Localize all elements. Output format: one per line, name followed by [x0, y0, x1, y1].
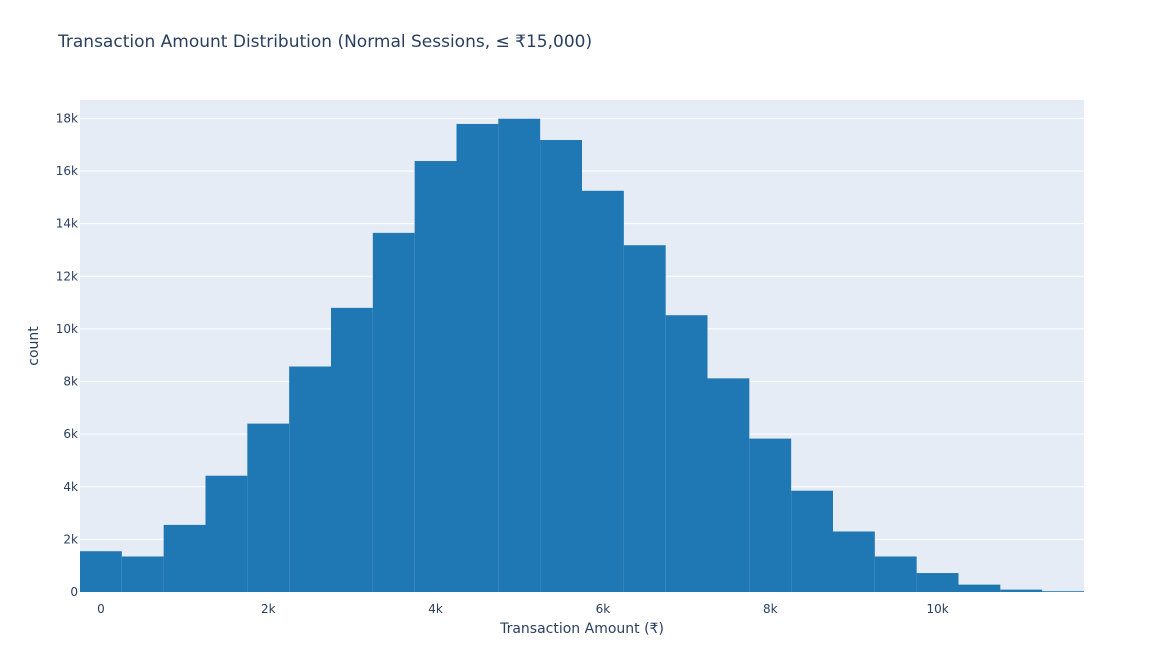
- histogram-bar[interactable]: [582, 190, 624, 592]
- histogram-bar[interactable]: [916, 573, 959, 592]
- y-tick-label: 8k: [63, 375, 78, 389]
- histogram-bar[interactable]: [498, 118, 541, 593]
- x-tick-label: 6k: [596, 602, 611, 616]
- histogram-bar[interactable]: [205, 475, 248, 592]
- histogram-bar[interactable]: [791, 490, 833, 592]
- y-tick-label: 6k: [63, 427, 78, 441]
- x-tick-label: 0: [97, 602, 105, 616]
- histogram-bar[interactable]: [874, 556, 917, 592]
- histogram-bar[interactable]: [247, 423, 290, 592]
- histogram-bar[interactable]: [833, 531, 875, 592]
- y-tick-label: 10k: [56, 322, 78, 336]
- y-tick-label: 4k: [63, 480, 78, 494]
- y-axis-title: count: [26, 326, 42, 366]
- x-tick-label: 4k: [428, 602, 443, 616]
- histogram-bar[interactable]: [331, 307, 373, 592]
- x-axis-title: Transaction Amount (₹): [499, 621, 664, 637]
- x-tick-label: 2k: [261, 602, 276, 616]
- histogram-bar[interactable]: [1000, 589, 1043, 592]
- y-tick-label: 2k: [63, 532, 78, 546]
- histogram-bar[interactable]: [456, 123, 499, 592]
- histogram-bar[interactable]: [958, 584, 1001, 592]
- x-tick-label: 8k: [763, 602, 778, 616]
- histogram-bar[interactable]: [163, 524, 206, 592]
- histogram-bar[interactable]: [121, 556, 164, 592]
- histogram-bar[interactable]: [540, 139, 582, 592]
- histogram-bar[interactable]: [665, 315, 708, 592]
- y-tick-label: 12k: [56, 269, 78, 283]
- histogram-bar[interactable]: [749, 438, 792, 592]
- histogram-bar[interactable]: [414, 161, 457, 593]
- y-tick-label: 18k: [56, 111, 78, 125]
- y-tick-label: 0: [70, 585, 78, 599]
- y-axis-ticks: 0 2k 4k 6k 8k 10k 12k 14k 16k 18k: [56, 111, 78, 599]
- histogram-bar[interactable]: [623, 245, 666, 592]
- y-tick-label: 14k: [56, 217, 78, 231]
- chart-title: Transaction Amount Distribution (Normal …: [58, 32, 593, 52]
- histogram-bar[interactable]: [707, 378, 750, 592]
- histogram-bar[interactable]: [289, 366, 331, 592]
- histogram-bar[interactable]: [1042, 591, 1084, 592]
- histogram-bar[interactable]: [372, 232, 415, 592]
- histogram-bars: [80, 118, 1084, 593]
- histogram-bar[interactable]: [80, 551, 122, 592]
- x-axis-ticks: 0 2k 4k 6k 8k 10k: [97, 602, 949, 616]
- y-tick-label: 16k: [56, 164, 78, 178]
- x-tick-label: 10k: [926, 602, 948, 616]
